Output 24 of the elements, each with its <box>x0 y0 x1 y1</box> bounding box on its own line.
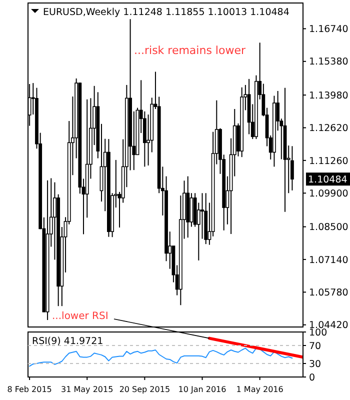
y-tick-label: 1.11260 <box>309 156 348 167</box>
y-tick-label: 1.07140 <box>309 254 348 266</box>
x-tick-label: 8 Feb 2015 <box>7 385 52 394</box>
y-tick-label: 1.05780 <box>309 287 348 298</box>
y-tick-label: 70 <box>309 340 322 352</box>
y-tick-label: 0 <box>309 372 316 384</box>
chart-title: RSI(9) 41.9721 <box>32 336 104 347</box>
candlestick <box>290 146 294 191</box>
y-tick-label: 1.16740 <box>309 24 348 36</box>
line-series <box>29 348 293 367</box>
y-tick-label: 30 <box>309 358 322 370</box>
x-tick-label: 1 May 2016 <box>236 385 284 394</box>
x-tick-label: 31 May 2015 <box>61 385 114 394</box>
annotation: ...risk remains lower <box>134 44 246 57</box>
annotation: ...lower RSI <box>52 311 108 322</box>
y-tick-label: 1.15380 <box>309 56 348 68</box>
y-tick-label: 1.12620 <box>309 123 348 134</box>
x-tick-label: 10 Jan 2016 <box>178 385 226 394</box>
chart-title: EURUSD,Weekly 1.11248 1.11855 1.10013 1.10484 <box>43 7 290 18</box>
y-tick-label: 1.09900 <box>309 188 348 200</box>
x-tick-label: 20 Sep 2015 <box>119 385 170 394</box>
annotation: 1.10484 <box>308 174 348 186</box>
y-tick-label: 1.13980 <box>309 90 348 102</box>
y-tick-label: 1.08500 <box>309 222 348 234</box>
